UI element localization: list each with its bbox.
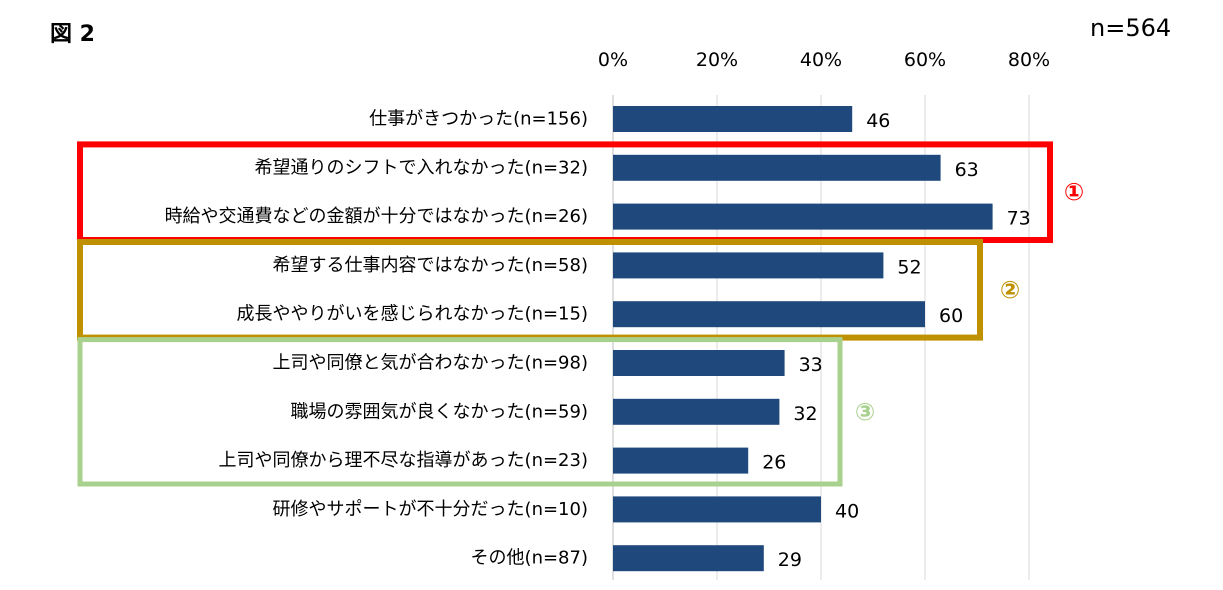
- value-label: 46: [866, 110, 890, 132]
- category-label: 希望通りのシフトで入れなかった(n=32): [255, 157, 588, 178]
- category-label: 時給や交通費などの金額が十分ではなかった(n=26): [165, 206, 588, 227]
- bar: [613, 301, 925, 328]
- bar: [613, 545, 764, 572]
- value-label: 40: [835, 500, 859, 522]
- bar: [613, 447, 749, 474]
- value-label: 52: [897, 256, 921, 278]
- x-tick-label: 20%: [696, 49, 738, 71]
- bar: [613, 350, 785, 376]
- value-label: 60: [939, 305, 963, 327]
- value-label: 32: [793, 403, 817, 425]
- bar: [613, 106, 853, 132]
- category-label: 職場の雰囲気が良くなかった(n=59): [291, 401, 588, 422]
- sample-size-label: n=564: [1090, 14, 1172, 42]
- category-label: 上司や同僚から理不尽な指導があった(n=23): [219, 450, 588, 471]
- figure-title: 図 2: [50, 22, 95, 47]
- category-label: 上司や同僚と気が合わなかった(n=98): [273, 353, 588, 374]
- bar: [613, 252, 884, 279]
- x-tick-label: 60%: [904, 49, 946, 71]
- x-tick-label: 40%: [800, 49, 842, 71]
- value-label: 33: [799, 354, 823, 376]
- bar: [613, 496, 821, 523]
- x-tick-label: 0%: [598, 49, 628, 71]
- value-label: 63: [955, 159, 979, 181]
- category-label: 研修やサポートが不十分だった(n=10): [273, 499, 588, 520]
- category-label: その他(n=87): [471, 548, 588, 569]
- bar: [613, 398, 780, 425]
- group-marker: ②: [1000, 276, 1020, 304]
- category-label: 希望する仕事内容ではなかった(n=58): [273, 255, 588, 276]
- value-label: 29: [778, 549, 802, 571]
- value-label: 73: [1007, 208, 1031, 230]
- category-label: 仕事がきつかった(n=156): [369, 109, 588, 130]
- group-marker: ③: [855, 398, 875, 426]
- x-tick-label: 80%: [1008, 49, 1050, 71]
- bar: [613, 154, 941, 181]
- group-marker: ①: [1064, 178, 1084, 206]
- value-label: 26: [762, 452, 786, 474]
- bar: [613, 203, 993, 230]
- group-highlight-box: [77, 337, 843, 487]
- category-label: 成長ややりがいを感じられなかった(n=15): [237, 304, 588, 325]
